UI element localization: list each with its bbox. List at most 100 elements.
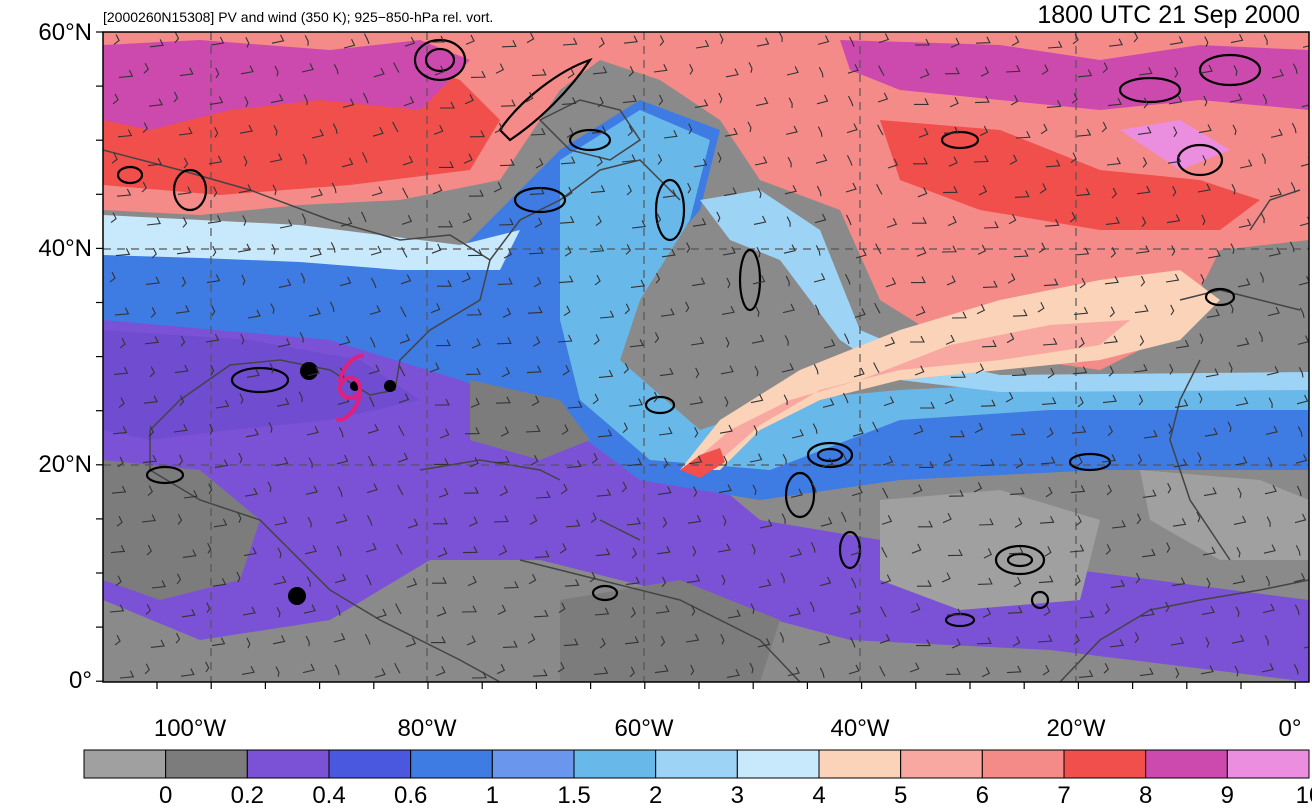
wind-barb (916, 246, 927, 257)
wind-barb (497, 277, 513, 285)
wind-barb (205, 333, 220, 343)
wind-barb (530, 455, 539, 466)
wind-barb (528, 246, 544, 255)
wind-barb (239, 393, 244, 405)
wind-barb (562, 364, 570, 376)
wind-barb (873, 362, 880, 373)
wind-barb (1105, 544, 1111, 555)
wind-barb (628, 65, 634, 77)
wind-barb (1139, 335, 1145, 346)
wind-barb (631, 547, 637, 559)
wind-barb (593, 666, 609, 675)
wind-barb (434, 458, 449, 465)
wind-barb (874, 302, 881, 314)
wind-barb (180, 335, 186, 347)
wind-barb (919, 68, 930, 79)
wind-barb (308, 457, 313, 469)
lon-label-0: 0° (1278, 715, 1302, 742)
wind-barb (469, 130, 485, 138)
wind-barb (975, 36, 991, 44)
wind-barb (435, 666, 446, 677)
wind-barb (781, 363, 794, 373)
wind-barb (1198, 124, 1212, 134)
wind-barb (149, 366, 155, 378)
wind-barb (687, 515, 702, 524)
wind-barb (210, 364, 215, 376)
wind-barb (372, 127, 384, 137)
wind-barb (687, 182, 692, 194)
wind-barb (884, 336, 896, 347)
wind-barb (847, 95, 854, 107)
wind-barb (303, 94, 308, 106)
wind-barb (913, 157, 928, 165)
wind-barb (497, 604, 507, 615)
pv-fill-ne-magenta (840, 40, 1309, 110)
wind-barb (1038, 242, 1046, 254)
wind-barb (1135, 245, 1150, 254)
wind-barb (206, 274, 221, 284)
wind-barb (238, 452, 243, 464)
wind-barb (494, 455, 510, 464)
wind-barb (559, 543, 567, 554)
wind-barb (841, 452, 848, 463)
wind-barb (335, 514, 348, 524)
wind-barb (845, 214, 852, 226)
wind-barb (438, 220, 453, 228)
wind-barb (1290, 182, 1296, 193)
wind-barb (1237, 487, 1242, 499)
wind-barb (360, 211, 367, 223)
wind-barb (656, 545, 671, 555)
wind-barb (1236, 546, 1241, 558)
wind-barb (310, 188, 323, 198)
wind-barb (277, 338, 291, 348)
wind-barb (207, 542, 212, 554)
wind-barb (880, 574, 892, 585)
wind-barb (1233, 65, 1238, 76)
wind-barb (788, 97, 793, 109)
wind-barb (653, 391, 659, 403)
wind-barb (1170, 636, 1185, 646)
wind-barb (779, 632, 784, 643)
wind-barb (817, 35, 830, 45)
wind-barb (431, 243, 442, 254)
wind-barb (113, 34, 120, 45)
wind-barb (750, 393, 764, 404)
wind-barb (1101, 121, 1107, 133)
wind-barb (850, 577, 857, 589)
wind-barb (1166, 214, 1181, 224)
wind-barb (1205, 368, 1219, 378)
wind-barb (1267, 456, 1272, 468)
colorbar-level-label: 1 (485, 782, 500, 809)
wind-barb (943, 453, 953, 464)
wind-barb (274, 516, 288, 526)
wind-barb (691, 605, 696, 616)
wind-barb (1107, 425, 1113, 437)
colorbar-level-label: 0.4 (312, 782, 346, 809)
wind-barb (565, 186, 573, 198)
wind-barb (875, 243, 882, 255)
wind-barb (145, 604, 151, 615)
wind-barb (1201, 214, 1206, 226)
wind-barb (1258, 331, 1263, 343)
wind-barb (1165, 273, 1180, 283)
colorbar-level-label: 1.5 (557, 782, 591, 809)
wind-barb (720, 365, 734, 375)
wind-barb (1299, 307, 1305, 319)
wind-barb (657, 486, 672, 495)
wind-barb (812, 423, 818, 434)
wind-barb (1136, 513, 1142, 525)
wind-barb (718, 484, 732, 494)
wind-barb (1174, 67, 1179, 78)
wind-barb (1231, 634, 1245, 644)
wind-barb (663, 130, 678, 139)
wind-barb (844, 273, 851, 285)
colorbar-level-label: 0 (158, 782, 173, 809)
wind-barb (1137, 126, 1152, 135)
wind-barb (368, 396, 375, 407)
colorbar-swatch (900, 749, 983, 779)
wind-barb (365, 574, 372, 586)
wind-barb (911, 543, 922, 554)
wind-barb (977, 244, 987, 255)
colorbar-swatch (573, 749, 657, 779)
